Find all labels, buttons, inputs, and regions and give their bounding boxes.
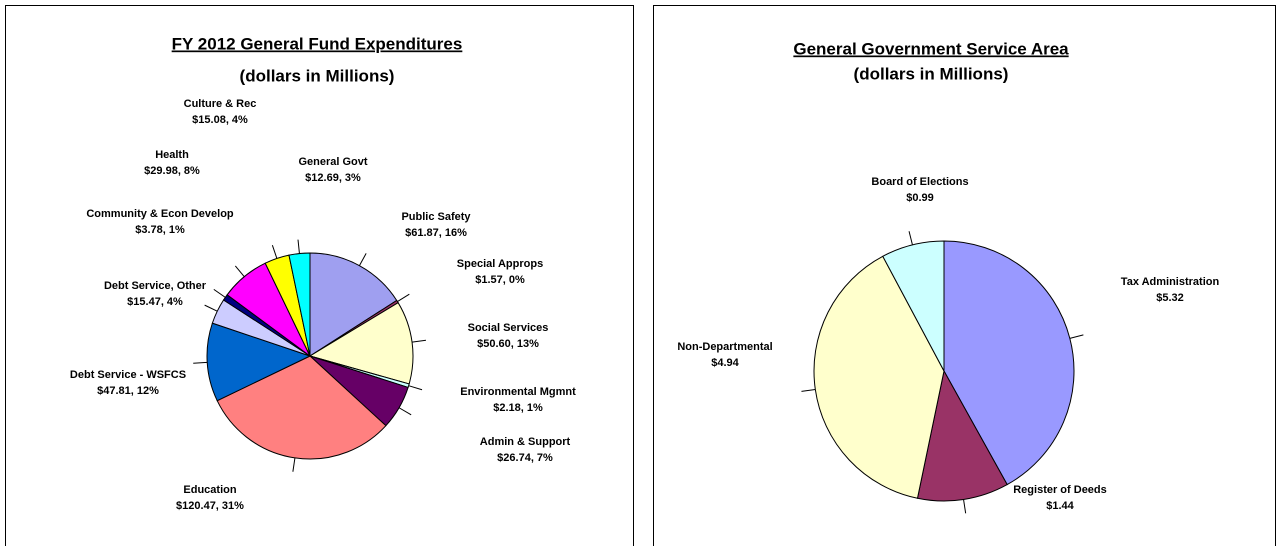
slice-value-label: $5.32 <box>1156 292 1184 304</box>
slice-label: Non-Departmental <box>677 341 772 353</box>
slice-value-label: $26.74, 7% <box>497 452 553 464</box>
pie-slice <box>943 240 1075 486</box>
chart-title: FY 2012 General Fund Expenditures <box>172 34 463 53</box>
slice-label: Debt Service - WSFCS <box>70 369 186 381</box>
leader-line <box>412 339 427 343</box>
slice-label: Admin & Support <box>480 436 571 448</box>
leader-line <box>297 239 300 254</box>
slice-value-label: $4.94 <box>711 357 739 369</box>
chart-title: General Government Service Area <box>793 39 1069 58</box>
slice-label: Culture & Rec <box>184 98 257 110</box>
leader-line <box>801 388 816 392</box>
leader-line <box>193 361 208 364</box>
chart-subtitle: (dollars in Millions) <box>240 66 395 85</box>
slice-label: Community & Econ Develop <box>86 208 234 220</box>
leader-line <box>397 293 410 302</box>
slice-value-label: $29.98, 8% <box>144 165 200 177</box>
slice-label: Tax Administration <box>1121 276 1220 288</box>
slice-value-label: $1.57, 0% <box>475 274 525 286</box>
slice-value-label: $61.87, 16% <box>405 227 467 239</box>
leader-line <box>204 304 218 312</box>
panel-frame <box>653 5 1276 546</box>
pie-slice <box>216 355 387 460</box>
leader-line <box>359 253 367 266</box>
slice-value-label: $3.78, 1% <box>135 224 185 236</box>
leader-line <box>234 265 245 278</box>
slice-label: General Govt <box>298 156 367 168</box>
slice-label: Board of Elections <box>871 176 968 188</box>
leader-line <box>271 245 278 259</box>
pie-slice <box>309 252 398 357</box>
panel-frame <box>5 5 634 546</box>
slice-value-label: $0.99 <box>906 192 934 204</box>
slice-label: Debt Service, Other <box>104 280 207 292</box>
slice-value-label: $120.47, 31% <box>176 500 244 512</box>
slice-label: Social Services <box>468 322 549 334</box>
leader-line <box>408 385 423 391</box>
chart-subtitle: (dollars in Millions) <box>854 64 1009 83</box>
slice-value-label: $1.44 <box>1046 500 1074 512</box>
pie-slice <box>813 255 945 499</box>
leader-line <box>963 499 967 514</box>
slice-value-label: $15.08, 4% <box>192 114 248 126</box>
slice-value-label: $2.18, 1% <box>493 402 543 414</box>
slice-label: Health <box>155 149 189 161</box>
slice-value-label: $47.81, 12% <box>97 385 159 397</box>
slice-label: Special Approps <box>457 258 543 270</box>
leader-line <box>908 231 913 246</box>
slice-label: Register of Deeds <box>1013 484 1107 496</box>
leader-line <box>398 407 412 416</box>
slice-label: Environmental Mgmnt <box>460 386 576 398</box>
slice-value-label: $15.47, 4% <box>127 296 183 308</box>
slice-value-label: $12.69, 3% <box>305 172 361 184</box>
leader-line <box>1069 334 1084 339</box>
slice-label: Education <box>183 484 236 496</box>
pie-slice <box>882 240 945 372</box>
pie-slice <box>288 252 311 357</box>
slice-value-label: $50.60, 13% <box>477 338 539 350</box>
slice-label: Public Safety <box>401 211 471 223</box>
pie-slice <box>308 301 414 385</box>
leader-line <box>292 457 296 472</box>
pie-slice <box>206 322 312 402</box>
leader-line <box>213 288 226 298</box>
